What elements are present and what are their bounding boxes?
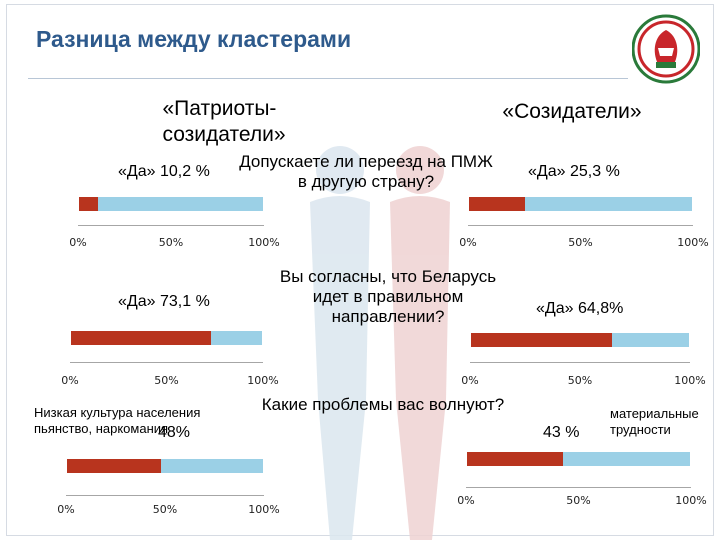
- cluster-left-label: «Патриоты- созидатели»: [162, 97, 286, 146]
- note-left-problems: Низкая культура населения пьянство, нарк…: [34, 405, 201, 436]
- tick-label: 100%: [248, 503, 280, 516]
- tick-label: 0%: [461, 374, 479, 387]
- bar-right-problems: [466, 451, 691, 467]
- tick-label: 50%: [154, 374, 179, 387]
- tick-label: 0%: [459, 236, 477, 249]
- label-right-direction: «Да» 64,8%: [536, 300, 624, 317]
- bar-left-direction: [70, 330, 263, 346]
- tick-label: 100%: [248, 236, 280, 249]
- question-emigration: Допускаете ли переезд на ПМЖ в другую ст…: [239, 152, 493, 191]
- tick-label: 0%: [61, 374, 79, 387]
- axis-line: [468, 225, 693, 226]
- tick-label: 50%: [568, 236, 593, 249]
- note-right-problems: материальные трудности: [610, 406, 699, 437]
- bar-fill-yes: [67, 459, 162, 473]
- question-problems: Какие проблемы вас волнуют?: [261, 395, 505, 414]
- bar-left-emigration: [78, 196, 264, 212]
- label-left-emigration: «Да» 10,2 %: [118, 163, 210, 180]
- label-left-problems: 48%: [158, 424, 191, 441]
- label-left-direction: «Да» 73,1 %: [118, 293, 210, 310]
- bar-right-direction: [470, 332, 690, 348]
- label-right-emigration: «Да» 25,3 %: [528, 163, 620, 180]
- background-figures: [310, 146, 450, 540]
- axis-line: [66, 495, 264, 496]
- tick-label: 50%: [566, 494, 591, 507]
- tick-label: 100%: [675, 494, 707, 507]
- tick-label: 0%: [457, 494, 475, 507]
- bar-right-emigration: [468, 196, 693, 212]
- title-divider: [28, 78, 628, 79]
- label-right-problems: 43 %: [543, 424, 580, 441]
- tick-label: 0%: [57, 503, 75, 516]
- tick-label: 100%: [677, 236, 709, 249]
- question-direction: Вы согласны, что Беларусь идет в правиль…: [279, 267, 497, 326]
- slide-title: Разница между кластерами: [36, 26, 352, 52]
- axis-line: [78, 225, 264, 226]
- bar-fill-yes: [469, 197, 526, 211]
- tick-label: 50%: [152, 503, 178, 516]
- axis-line: [470, 362, 690, 363]
- tick-label: 0%: [69, 236, 87, 249]
- tick-label: 50%: [158, 236, 184, 249]
- axis-line: [466, 487, 691, 488]
- bar-left-problems: [66, 458, 264, 474]
- bar-fill-yes: [467, 452, 563, 466]
- bar-fill-yes: [71, 331, 211, 345]
- slide-frame: [6, 4, 714, 536]
- bar-fill-yes: [471, 333, 613, 347]
- tick-label: 50%: [567, 374, 593, 387]
- tick-label: 100%: [247, 374, 279, 387]
- cluster-right-title: «Созидатели»: [502, 100, 642, 123]
- bar-fill-yes: [79, 197, 98, 211]
- emblem-logo-icon: [632, 14, 700, 84]
- cluster-left-title: «Патриоты- созидатели»: [0, 96, 448, 148]
- tick-label: 100%: [674, 374, 706, 387]
- axis-line: [70, 362, 263, 363]
